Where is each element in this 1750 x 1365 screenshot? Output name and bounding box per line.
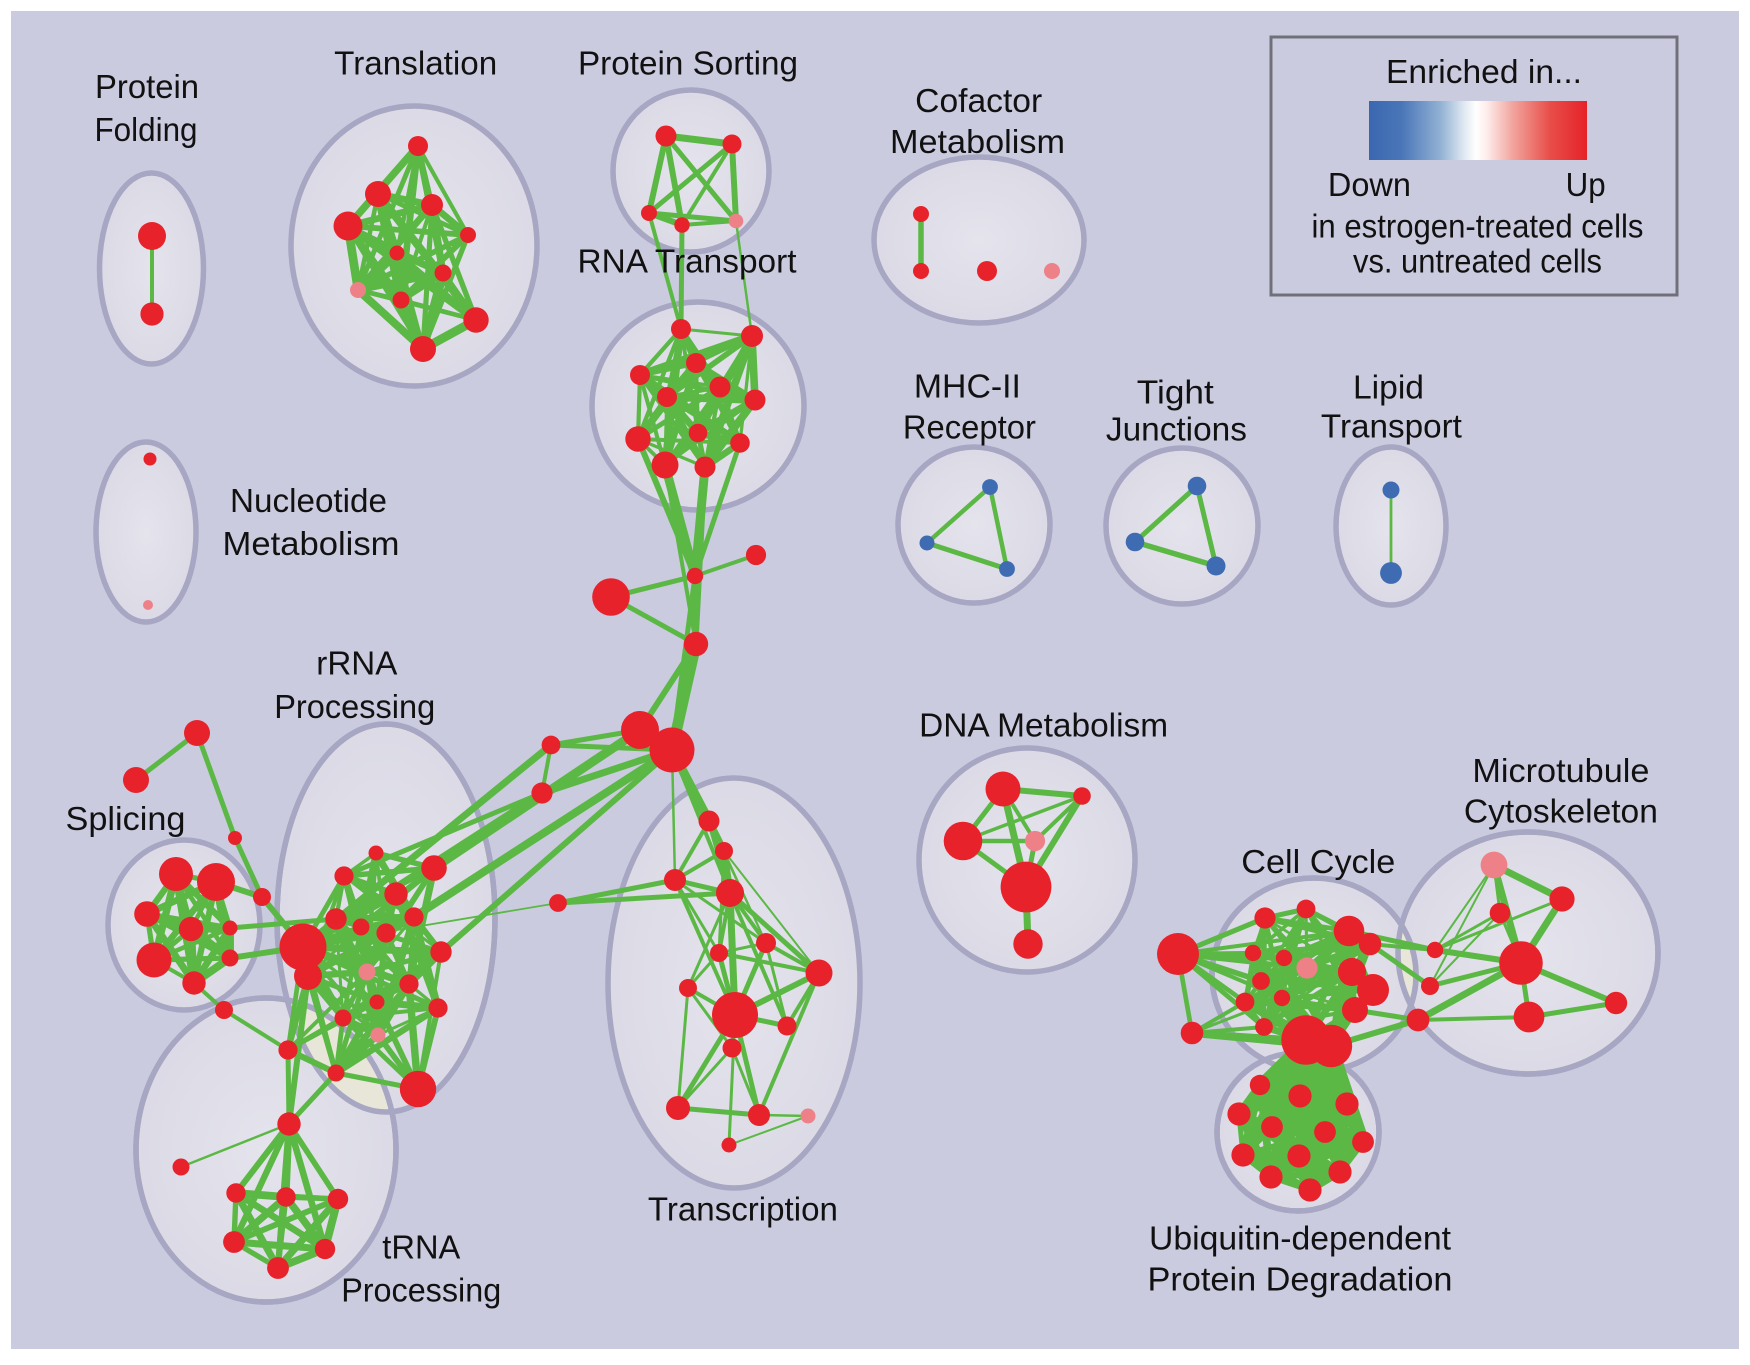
svg-text:Down: Down bbox=[1328, 166, 1411, 203]
svg-text:Up: Up bbox=[1566, 166, 1606, 203]
svg-text:Nucleotide: Nucleotide bbox=[230, 482, 387, 519]
svg-text:Tight: Tight bbox=[1137, 374, 1214, 411]
svg-text:Ubiquitin-dependent: Ubiquitin-dependent bbox=[1149, 1220, 1451, 1257]
svg-text:Metabolism: Metabolism bbox=[223, 525, 400, 562]
svg-text:vs. untreated cells: vs. untreated cells bbox=[1353, 243, 1602, 280]
svg-text:Cofactor: Cofactor bbox=[915, 82, 1042, 119]
svg-text:Transport: Transport bbox=[1321, 407, 1462, 444]
svg-text:Cell Cycle: Cell Cycle bbox=[1241, 843, 1395, 880]
svg-text:Transcription: Transcription bbox=[648, 1191, 838, 1228]
svg-text:Cytoskeleton: Cytoskeleton bbox=[1464, 792, 1658, 829]
svg-text:Microtubule: Microtubule bbox=[1472, 752, 1649, 789]
svg-text:Protein Sorting: Protein Sorting bbox=[578, 45, 798, 82]
svg-text:RNA Transport: RNA Transport bbox=[578, 243, 797, 280]
svg-text:Processing: Processing bbox=[341, 1272, 501, 1309]
svg-text:Folding: Folding bbox=[95, 111, 198, 148]
svg-text:Metabolism: Metabolism bbox=[890, 123, 1065, 160]
svg-text:Protein: Protein bbox=[95, 68, 199, 105]
svg-text:DNA Metabolism: DNA Metabolism bbox=[919, 707, 1168, 744]
svg-text:Protein Degradation: Protein Degradation bbox=[1148, 1261, 1453, 1298]
svg-text:Enriched in...: Enriched in... bbox=[1386, 53, 1582, 90]
svg-text:Receptor: Receptor bbox=[903, 408, 1036, 445]
svg-text:MHC-II: MHC-II bbox=[914, 368, 1021, 405]
svg-text:tRNA: tRNA bbox=[382, 1229, 460, 1266]
svg-text:Translation: Translation bbox=[334, 45, 497, 82]
svg-text:rRNA: rRNA bbox=[316, 645, 397, 682]
svg-text:in estrogen-treated cells: in estrogen-treated cells bbox=[1312, 208, 1644, 245]
svg-text:Processing: Processing bbox=[274, 688, 435, 725]
svg-text:Lipid: Lipid bbox=[1353, 369, 1424, 406]
svg-text:Junctions: Junctions bbox=[1106, 410, 1247, 447]
svg-text:Splicing: Splicing bbox=[66, 800, 186, 837]
